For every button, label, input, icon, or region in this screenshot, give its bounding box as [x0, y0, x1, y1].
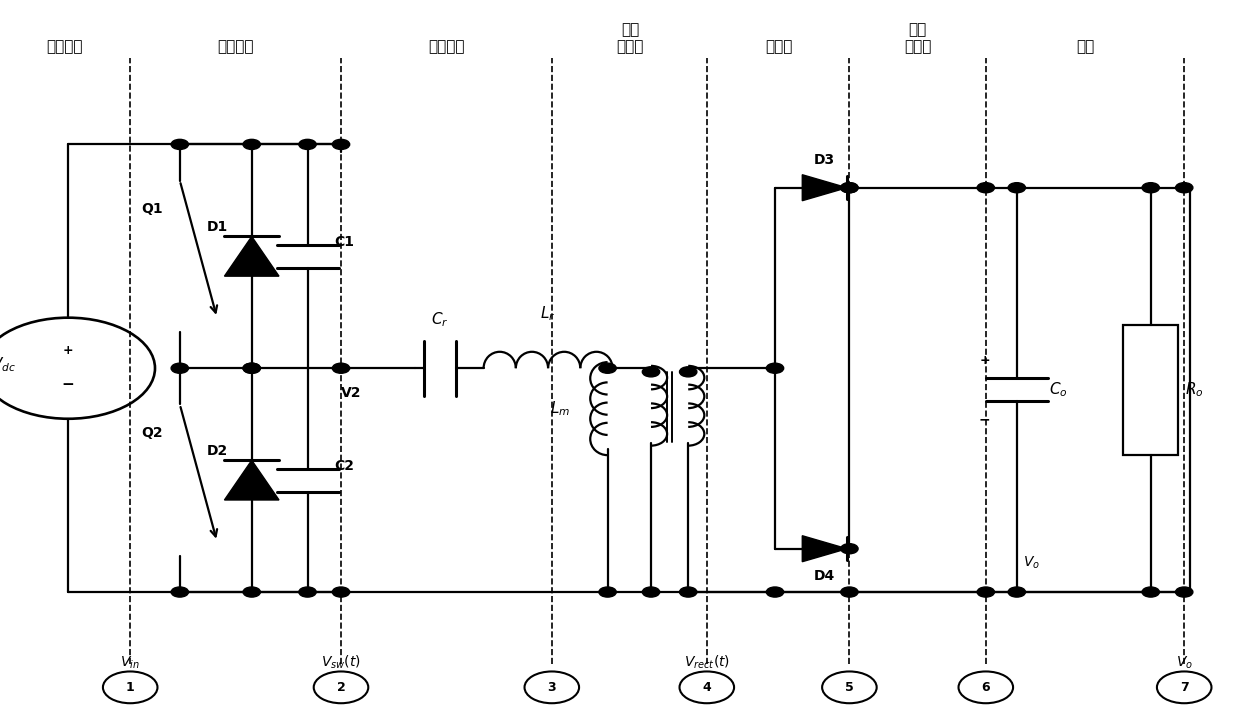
Circle shape — [1176, 587, 1193, 597]
Text: $R_o$: $R_o$ — [1185, 380, 1204, 399]
Text: $V_{rect}(t)$: $V_{rect}(t)$ — [683, 654, 730, 671]
Circle shape — [977, 587, 994, 597]
Circle shape — [680, 587, 697, 597]
Circle shape — [642, 367, 660, 377]
Text: 负载: 负载 — [1076, 39, 1094, 54]
Circle shape — [599, 363, 616, 373]
Polygon shape — [802, 536, 847, 562]
Text: 整流器: 整流器 — [765, 39, 792, 54]
Text: $V_o$: $V_o$ — [1023, 555, 1040, 571]
Circle shape — [332, 587, 350, 597]
Text: $V_{sw}(t)$: $V_{sw}(t)$ — [321, 654, 361, 671]
Text: D3: D3 — [813, 153, 836, 168]
Circle shape — [1142, 587, 1159, 597]
Text: C2: C2 — [335, 458, 355, 473]
Circle shape — [599, 587, 616, 597]
Polygon shape — [224, 461, 279, 500]
Text: 1: 1 — [125, 681, 135, 694]
Text: 2: 2 — [336, 681, 346, 694]
Text: −: − — [62, 377, 74, 391]
Circle shape — [841, 587, 858, 597]
Circle shape — [332, 139, 350, 149]
Text: $C_o$: $C_o$ — [1049, 380, 1068, 399]
Circle shape — [1176, 183, 1193, 193]
Circle shape — [243, 363, 260, 373]
Circle shape — [243, 587, 260, 597]
Text: 4: 4 — [702, 681, 712, 694]
Circle shape — [171, 139, 188, 149]
Text: Q1: Q1 — [141, 202, 164, 217]
Text: 3: 3 — [548, 681, 556, 694]
Circle shape — [243, 139, 260, 149]
Circle shape — [243, 363, 260, 373]
Circle shape — [766, 587, 784, 597]
Polygon shape — [224, 237, 279, 276]
Text: C1: C1 — [335, 235, 355, 249]
Text: 5: 5 — [844, 681, 854, 694]
Text: Q2: Q2 — [141, 426, 164, 440]
Text: D2: D2 — [206, 444, 228, 458]
Circle shape — [332, 363, 350, 373]
Circle shape — [841, 183, 858, 193]
Bar — [1123, 325, 1178, 455]
Circle shape — [766, 363, 784, 373]
Text: $L_r$: $L_r$ — [541, 305, 556, 323]
Text: +: + — [63, 344, 73, 357]
Circle shape — [1008, 183, 1025, 193]
Text: $V_{dc}$: $V_{dc}$ — [0, 355, 16, 374]
Circle shape — [642, 587, 660, 597]
Circle shape — [841, 544, 858, 554]
Circle shape — [171, 587, 188, 597]
Text: 理想
变压器: 理想 变压器 — [616, 22, 644, 54]
Circle shape — [977, 183, 994, 193]
Circle shape — [1142, 183, 1159, 193]
Text: 开关电路: 开关电路 — [217, 39, 254, 54]
Text: D1: D1 — [206, 220, 228, 235]
Text: $V_{in}$: $V_{in}$ — [120, 655, 140, 671]
Circle shape — [171, 363, 188, 373]
Circle shape — [1008, 587, 1025, 597]
Text: 7: 7 — [1179, 681, 1189, 694]
Text: $C_r$: $C_r$ — [432, 310, 449, 329]
Text: D4: D4 — [813, 569, 836, 583]
Text: +: + — [980, 354, 990, 367]
Circle shape — [841, 183, 858, 193]
Text: 直流输入: 直流输入 — [46, 39, 83, 54]
Circle shape — [680, 367, 697, 377]
Text: $V_o$: $V_o$ — [1176, 655, 1193, 671]
Text: −: − — [978, 412, 991, 427]
Text: V2: V2 — [341, 386, 361, 401]
Circle shape — [299, 587, 316, 597]
Circle shape — [299, 139, 316, 149]
Text: 谐振回路: 谐振回路 — [428, 39, 465, 54]
Text: 低通
滤波器: 低通 滤波器 — [904, 22, 931, 54]
Text: 6: 6 — [982, 681, 990, 694]
Text: $L_m$: $L_m$ — [551, 399, 570, 418]
Polygon shape — [802, 175, 847, 201]
